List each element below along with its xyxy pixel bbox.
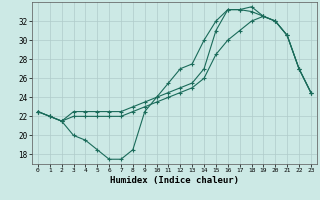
X-axis label: Humidex (Indice chaleur): Humidex (Indice chaleur) xyxy=(110,176,239,185)
